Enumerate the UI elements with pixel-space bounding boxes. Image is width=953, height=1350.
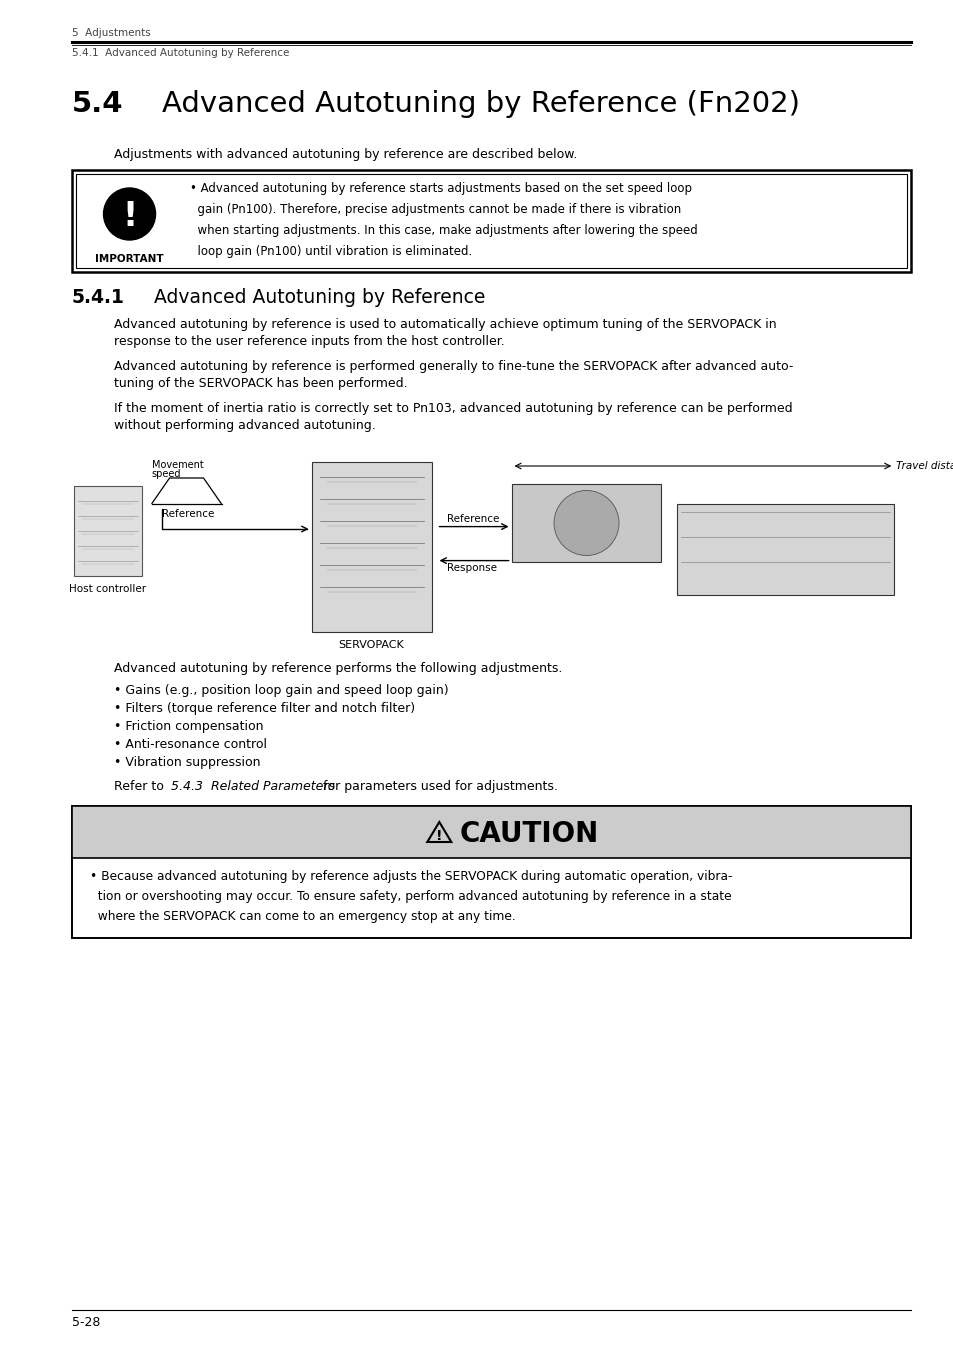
Text: CAUTION: CAUTION: [458, 819, 598, 848]
Text: tuning of the SERVOPACK has been performed.: tuning of the SERVOPACK has been perform…: [114, 377, 408, 390]
Text: 5  Adjustments: 5 Adjustments: [71, 28, 151, 38]
Text: Response: Response: [446, 563, 496, 572]
Text: 5-28: 5-28: [71, 1316, 100, 1328]
Text: !: !: [122, 200, 137, 232]
Text: speed: speed: [152, 468, 181, 479]
Text: 5.4.1  Advanced Autotuning by Reference: 5.4.1 Advanced Autotuning by Reference: [71, 49, 289, 58]
FancyBboxPatch shape: [71, 170, 910, 271]
Text: Movement: Movement: [152, 460, 203, 470]
Text: !: !: [436, 829, 442, 842]
Circle shape: [554, 490, 618, 555]
Text: response to the user reference inputs from the host controller.: response to the user reference inputs fr…: [114, 335, 505, 348]
FancyBboxPatch shape: [75, 174, 906, 269]
Text: IMPORTANT: IMPORTANT: [95, 254, 164, 265]
Text: • Anti-resonance control: • Anti-resonance control: [114, 738, 267, 751]
Text: • Advanced autotuning by reference starts adjustments based on the set speed loo: • Advanced autotuning by reference start…: [190, 182, 691, 194]
FancyBboxPatch shape: [511, 485, 660, 562]
Text: when starting adjustments. In this case, make adjustments after lowering the spe: when starting adjustments. In this case,…: [190, 224, 697, 238]
Text: tion or overshooting may occur. To ensure safety, perform advanced autotuning by: tion or overshooting may occur. To ensur…: [90, 890, 730, 903]
Text: SERVOPACK: SERVOPACK: [338, 640, 404, 649]
Text: Advanced autotuning by reference is performed generally to fine-tune the SERVOPA: Advanced autotuning by reference is perf…: [114, 360, 793, 373]
Text: Reference: Reference: [446, 513, 498, 524]
FancyBboxPatch shape: [677, 504, 893, 594]
Text: 5.4.3  Related Parameters: 5.4.3 Related Parameters: [172, 780, 335, 792]
Text: Host controller: Host controller: [69, 585, 146, 594]
Text: • Filters (torque reference filter and notch filter): • Filters (torque reference filter and n…: [114, 702, 416, 716]
Text: Advanced autotuning by reference performs the following adjustments.: Advanced autotuning by reference perform…: [114, 662, 562, 675]
FancyBboxPatch shape: [73, 486, 141, 576]
Text: • Vibration suppression: • Vibration suppression: [114, 756, 261, 770]
Text: gain (Pn100). Therefore, precise adjustments cannot be made if there is vibratio: gain (Pn100). Therefore, precise adjustm…: [190, 202, 680, 216]
Text: without performing advanced autotuning.: without performing advanced autotuning.: [114, 418, 375, 432]
Text: 5.4: 5.4: [71, 90, 123, 117]
Text: • Friction compensation: • Friction compensation: [114, 720, 264, 733]
Text: • Because advanced autotuning by reference adjusts the SERVOPACK during automati: • Because advanced autotuning by referen…: [90, 869, 731, 883]
Text: Reference: Reference: [161, 509, 213, 518]
Text: Advanced Autotuning by Reference (Fn202): Advanced Autotuning by Reference (Fn202): [161, 90, 799, 117]
Text: Advanced autotuning by reference is used to automatically achieve optimum tuning: Advanced autotuning by reference is used…: [114, 319, 777, 331]
Text: loop gain (Pn100) until vibration is eliminated.: loop gain (Pn100) until vibration is eli…: [190, 244, 472, 258]
FancyBboxPatch shape: [312, 462, 431, 632]
Text: Refer to: Refer to: [114, 780, 168, 792]
Text: If the moment of inertia ratio is correctly set to Pn103, advanced autotuning by: If the moment of inertia ratio is correc…: [114, 402, 792, 414]
Circle shape: [104, 188, 155, 240]
Text: Advanced Autotuning by Reference: Advanced Autotuning by Reference: [153, 288, 484, 306]
FancyBboxPatch shape: [71, 806, 910, 938]
Text: • Gains (e.g., position loop gain and speed loop gain): • Gains (e.g., position loop gain and sp…: [114, 684, 449, 697]
FancyBboxPatch shape: [71, 806, 910, 859]
Text: 5.4.1: 5.4.1: [71, 288, 124, 306]
Text: where the SERVOPACK can come to an emergency stop at any time.: where the SERVOPACK can come to an emerg…: [90, 910, 515, 923]
Text: for parameters used for adjustments.: for parameters used for adjustments.: [319, 780, 558, 792]
Text: Adjustments with advanced autotuning by reference are described below.: Adjustments with advanced autotuning by …: [114, 148, 578, 161]
Text: Travel distance: Travel distance: [895, 460, 953, 471]
